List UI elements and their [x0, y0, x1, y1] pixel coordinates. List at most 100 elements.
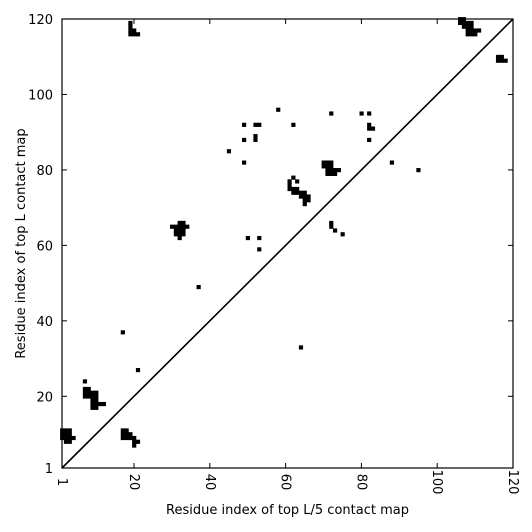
contact-point: [291, 190, 296, 195]
contact-point: [295, 179, 300, 184]
contact-point: [287, 179, 292, 184]
contact-point: [287, 186, 292, 192]
x-tick-label: 60: [278, 474, 293, 491]
y-tick-label: 100: [28, 88, 53, 103]
contact-point: [101, 401, 106, 407]
contact-point: [298, 190, 304, 195]
contact-point: [253, 134, 258, 139]
contact-point: [94, 398, 99, 403]
contact-point: [473, 28, 478, 33]
contact-point: [473, 32, 478, 37]
contact-point: [67, 435, 72, 441]
contact-point: [253, 137, 258, 143]
contact-point: [226, 149, 232, 154]
contact-point: [242, 122, 247, 127]
contact-point: [90, 405, 95, 410]
contact-point: [67, 439, 72, 444]
contact-point: [302, 194, 307, 199]
contact-point: [325, 168, 330, 173]
contact-point: [124, 435, 129, 441]
y-tick-label: 1: [45, 462, 53, 477]
contact-point: [82, 394, 88, 399]
contact-point: [332, 171, 338, 176]
contact-point: [181, 220, 186, 226]
contact-point: [276, 107, 281, 112]
contact-point: [120, 435, 125, 441]
contact-point: [63, 435, 69, 441]
x-tick-label: 40: [202, 474, 217, 491]
contact-point: [242, 160, 247, 165]
contact-point: [196, 285, 201, 290]
contact-point: [291, 186, 296, 192]
contact-point: [370, 126, 376, 131]
x-tick-label: 120: [505, 470, 520, 495]
contact-point: [135, 368, 141, 373]
x-tick-label: 20: [126, 474, 141, 491]
contact-point: [63, 428, 69, 433]
contact-point: [295, 186, 300, 192]
contact-point: [329, 160, 334, 165]
contact-point: [321, 164, 326, 169]
contact-point: [124, 428, 129, 433]
contact-point: [329, 111, 334, 116]
y-tick-label: 40: [36, 315, 53, 330]
contact-point: [503, 58, 508, 63]
contact-point: [135, 32, 141, 37]
contact-point: [98, 401, 103, 407]
contact-point: [469, 20, 474, 26]
x-tick-label: 80: [353, 474, 368, 491]
contact-point: [132, 435, 137, 441]
contact-markers: [60, 17, 508, 448]
contact-point: [128, 32, 133, 37]
diagonal-line: [61, 18, 514, 469]
contact-point: [499, 54, 504, 60]
contact-point: [306, 194, 311, 199]
contact-point: [325, 164, 330, 169]
contact-point: [82, 386, 88, 392]
contact-point: [177, 235, 182, 241]
contact-point: [469, 28, 474, 33]
contact-point: [461, 24, 467, 29]
contact-point: [291, 175, 296, 180]
contact-point: [329, 220, 334, 226]
x-tick-label: 1: [54, 478, 69, 486]
contact-point: [306, 198, 311, 203]
x-axis-ticks: 1 20 40 60 80 100 120: [54, 19, 520, 494]
contact-point: [86, 386, 91, 392]
contact-point: [181, 232, 186, 237]
contact-point: [367, 122, 372, 127]
contact-point: [465, 28, 470, 33]
contact-point: [329, 168, 334, 173]
plot-frame: [61, 18, 514, 469]
contact-point: [132, 443, 137, 448]
contact-point: [94, 390, 99, 395]
contact-point: [332, 228, 338, 233]
contact-point: [173, 232, 178, 237]
contact-point: [476, 28, 482, 33]
x-tick-label: 100: [429, 470, 444, 495]
contact-point: [120, 330, 125, 335]
contact-point: [359, 111, 364, 116]
contact-point: [177, 228, 182, 233]
contact-point: [173, 228, 178, 233]
contact-point: [132, 32, 137, 37]
contact-point: [242, 137, 247, 143]
contact-point: [173, 224, 178, 229]
contact-point: [170, 224, 175, 229]
y-tick-label: 20: [36, 390, 53, 405]
contact-point: [325, 160, 330, 165]
contact-point: [245, 235, 251, 241]
contact-point: [132, 439, 137, 444]
contact-point: [82, 390, 88, 395]
y-tick-label: 80: [36, 164, 53, 179]
contact-point: [82, 379, 88, 384]
contact-point: [128, 435, 133, 441]
contact-point: [132, 28, 137, 33]
contact-point: [128, 24, 133, 29]
contact-point: [416, 168, 421, 173]
contact-point: [94, 405, 99, 410]
contact-point: [177, 232, 182, 237]
contact-point: [257, 122, 262, 127]
contact-point: [63, 432, 69, 437]
